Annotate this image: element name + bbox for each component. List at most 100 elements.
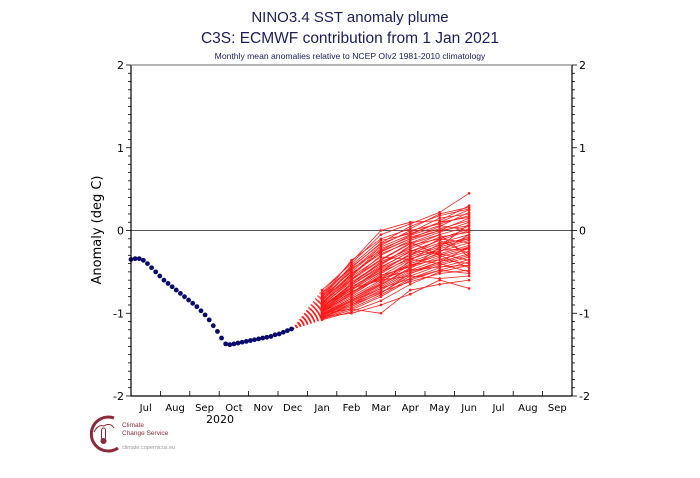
observed-point <box>276 331 282 337</box>
ensemble-transition <box>292 304 323 330</box>
ensemble-point <box>379 267 383 270</box>
ensemble-point <box>409 225 412 228</box>
observed-point <box>231 341 237 347</box>
observed-point <box>132 256 138 262</box>
x-tick-label: Mar <box>371 403 391 414</box>
observed-point <box>223 341 229 347</box>
logo-url: climate.copernicus.eu <box>122 445 176 451</box>
x-tick-label: Jun <box>460 403 477 414</box>
ensemble-point <box>379 311 383 315</box>
ensemble-point <box>379 255 383 259</box>
ensemble-point <box>438 265 442 269</box>
ensemble-point <box>320 288 324 292</box>
ensemble-point <box>438 252 442 255</box>
ensemble-point <box>467 247 471 251</box>
ensemble-point <box>438 245 442 249</box>
ensemble-member-line <box>321 205 470 293</box>
ensemble-point <box>379 299 383 303</box>
ensemble-transition <box>292 307 323 330</box>
observed-point <box>161 277 167 283</box>
ensemble-member-line <box>322 279 470 314</box>
ensemble-point <box>467 252 471 255</box>
ensemble-member-line <box>321 275 470 310</box>
observed-point <box>219 335 224 341</box>
ensemble-point <box>379 258 383 262</box>
observed-point <box>149 265 154 271</box>
ensemble-member-line <box>321 256 470 318</box>
ensemble-point <box>438 237 442 241</box>
ensemble-point <box>320 309 324 313</box>
ensemble-member-line <box>321 213 470 294</box>
ensemble-transition <box>292 293 323 330</box>
ensemble-point <box>467 212 471 216</box>
ensemble-point <box>409 237 412 241</box>
observed-point <box>136 256 142 262</box>
x-tick-label: Oct <box>225 403 242 414</box>
ensemble-point <box>350 272 353 275</box>
ensemble-point <box>409 249 412 252</box>
observed-point <box>165 281 171 286</box>
ensemble-point <box>409 288 412 292</box>
observed-point <box>235 340 241 346</box>
ensemble-member-line <box>321 206 470 297</box>
observed-point <box>153 269 159 275</box>
observed-point <box>173 287 179 293</box>
ensemble-point <box>467 237 471 241</box>
ensemble-point <box>409 282 412 286</box>
ensemble-point <box>350 297 353 300</box>
observed-point <box>289 326 294 332</box>
y-tick-label-left: 2 <box>117 59 124 72</box>
ensemble-transition <box>292 299 323 330</box>
y-tick-label-left: 0 <box>117 225 124 238</box>
x-tick-label: Sep <box>195 403 214 414</box>
x-tick-label: Aug <box>165 403 185 414</box>
ensemble-member-line <box>321 234 470 306</box>
y-tick-label-right: 0 <box>579 225 586 238</box>
ensemble-point <box>379 277 383 280</box>
climate-logo-icon <box>89 415 119 453</box>
observed-point <box>206 317 212 323</box>
y-tick-label-right: -1 <box>579 307 590 320</box>
observed-point <box>177 290 183 296</box>
x-tick-label: Feb <box>343 403 361 414</box>
y-tick-label-right: 1 <box>579 142 586 155</box>
ensemble-member-line <box>322 279 470 317</box>
ensemble-point <box>379 295 383 299</box>
ensemble-point <box>438 216 442 220</box>
ensemble-point <box>320 296 324 299</box>
ensemble-transition <box>292 307 323 330</box>
observed-point <box>247 338 253 343</box>
ensemble-point <box>350 290 353 294</box>
ensemble-point <box>379 273 383 277</box>
observed-point <box>140 257 146 263</box>
ensemble-point <box>379 292 383 295</box>
ensemble-point <box>350 263 353 267</box>
ensemble-point <box>350 278 353 282</box>
ensemble-member-line <box>321 192 470 291</box>
ensemble-transition <box>292 306 323 330</box>
ensemble-point <box>409 277 412 280</box>
ensemble-point <box>350 307 353 311</box>
x-tick-label: Jul <box>139 403 152 414</box>
logo-text-climate: Climate <box>122 422 145 429</box>
chart-title: NINO3.4 SST anomaly plume <box>251 9 449 26</box>
ensemble-point <box>438 229 442 232</box>
ensemble-member-line <box>321 238 470 315</box>
ensemble-member-line <box>321 225 470 304</box>
ensemble-member-line <box>321 216 470 298</box>
ensemble-point <box>379 282 383 285</box>
observed-point <box>190 300 196 306</box>
ensemble-point <box>467 233 471 236</box>
ensemble-point <box>467 278 471 282</box>
observed-point <box>186 297 192 303</box>
ensemble-point <box>350 258 353 262</box>
observed-point <box>182 294 187 300</box>
ensemble-point <box>320 305 324 308</box>
observed-point <box>198 308 204 314</box>
ensemble-transition <box>292 301 323 330</box>
observed-point <box>243 338 249 344</box>
ensemble-point <box>409 232 412 236</box>
x-tick-label: Apr <box>402 403 420 414</box>
ensemble-member-line <box>321 269 470 319</box>
ensemble-member-line <box>321 248 470 315</box>
